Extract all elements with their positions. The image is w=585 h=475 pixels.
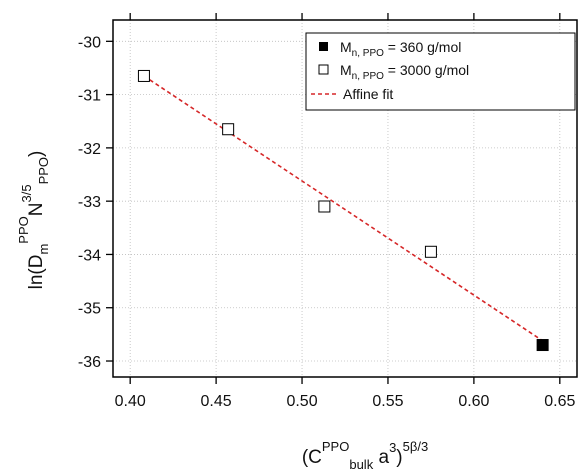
y-tick-label: -30 bbox=[78, 34, 101, 51]
xlabel-sub1: bulk bbox=[349, 457, 373, 472]
x-tick-label: 0.40 bbox=[115, 393, 146, 410]
legend-entry-360: Mn, PPO = 360 g/mol bbox=[340, 39, 461, 59]
y-tick-label: -31 bbox=[78, 88, 101, 105]
xlabel-sup1: PPO bbox=[322, 439, 349, 454]
ylabel-sub1: m bbox=[36, 244, 51, 255]
y-tick-label: -32 bbox=[78, 141, 101, 158]
legend-marker-open-square bbox=[318, 64, 329, 75]
fit-line-layer bbox=[143, 75, 544, 342]
y-axis-label: ln(DmPPON3/5PPO) bbox=[16, 151, 51, 290]
data-point-open-square bbox=[424, 245, 437, 258]
ylabel-mid: N bbox=[26, 202, 47, 216]
ylabel-sup1: PPO bbox=[16, 216, 31, 243]
xlabel-close: ) bbox=[396, 447, 402, 468]
fit-line bbox=[143, 75, 544, 342]
legend-3000-prefix: M bbox=[340, 62, 352, 78]
xlabel-mid: a bbox=[373, 447, 389, 468]
legend-360-sub: n, PPO bbox=[352, 48, 384, 59]
y-tick-label: -35 bbox=[78, 301, 101, 318]
legend-3000-suffix: = 3000 g/mol bbox=[384, 62, 469, 78]
y-tick-label: -33 bbox=[78, 194, 101, 211]
data-point-open-square bbox=[137, 69, 150, 82]
legend-3000-sub: n, PPO bbox=[352, 71, 384, 82]
ylabel-open: ln(D bbox=[26, 255, 47, 290]
y-axis-ticks: -36 -35 -34 -33 -32 -31 -30 bbox=[78, 34, 113, 371]
x-axis-ticks: 0.40 0.45 0.50 0.55 0.60 0.65 bbox=[115, 13, 575, 410]
legend: Mn, PPO = 360 g/mol Mn, PPO = 3000 g/mol… bbox=[305, 32, 576, 111]
data-points bbox=[137, 69, 549, 352]
y-tick-label: -36 bbox=[78, 354, 101, 371]
legend-entry-3000: Mn, PPO = 3000 g/mol bbox=[340, 62, 469, 82]
x-tick-label: 0.65 bbox=[544, 393, 575, 410]
xlabel-sup3: 5β/3 bbox=[403, 439, 429, 454]
x-tick-label: 0.50 bbox=[286, 393, 317, 410]
legend-marker-filled-square bbox=[319, 42, 328, 51]
xlabel-open: (C bbox=[302, 447, 322, 468]
x-tick-label: 0.55 bbox=[372, 393, 403, 410]
x-tick-label: 0.45 bbox=[201, 393, 232, 410]
data-point-open-square bbox=[222, 123, 235, 136]
legend-360-prefix: M bbox=[340, 39, 352, 55]
y-tick-label: -34 bbox=[78, 247, 101, 264]
legend-entry-fit: Affine fit bbox=[343, 86, 393, 102]
legend-box bbox=[305, 32, 576, 111]
xlabel-sup2: 3 bbox=[389, 440, 396, 455]
data-point-filled-square bbox=[536, 339, 549, 352]
data-point-open-square bbox=[318, 200, 331, 213]
ylabel-sup2: 3/5 bbox=[19, 184, 34, 202]
ylabel-close: ) bbox=[26, 151, 47, 157]
ylabel-sub2: PPO bbox=[36, 157, 51, 184]
x-tick-label: 0.60 bbox=[458, 393, 489, 410]
plot-frame bbox=[112, 19, 578, 378]
x-axis-label: (CPPObulk a3)5β/3 bbox=[302, 439, 428, 472]
legend-360-suffix: = 360 g/mol bbox=[384, 39, 461, 55]
